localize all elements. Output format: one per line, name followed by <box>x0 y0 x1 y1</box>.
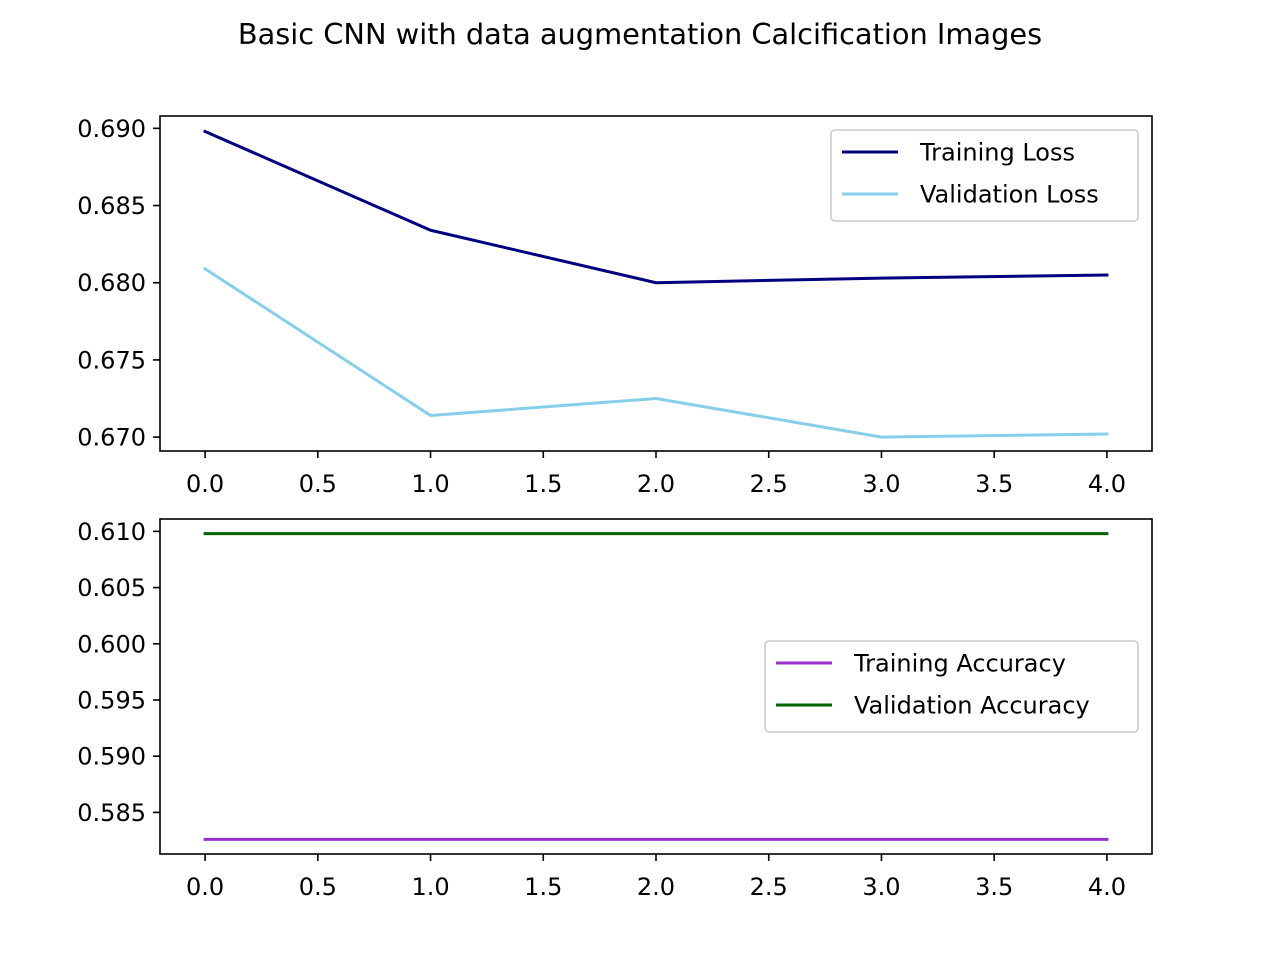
subplot-1: 0.0 0.5 1.0 1.5 2.0 2.5 3.0 3.5 4.0 0.670 0.675 0.6… <box>77 115 1153 498</box>
x-tick-label: 0.5 <box>299 470 337 498</box>
x-tick-label: 3.0 <box>862 470 900 498</box>
x-tick-label: 1.5 <box>524 873 562 901</box>
x-tick-label: 2.5 <box>750 470 788 498</box>
x-tick-label: 3.5 <box>975 470 1013 498</box>
x-tick-label: 0.0 <box>186 470 224 498</box>
y-tick-label: 0.680 <box>77 269 146 297</box>
y-tick-label: 0.690 <box>77 115 146 143</box>
legend-label: Training Accuracy <box>853 650 1066 678</box>
y-tick-label: 0.595 <box>77 686 146 714</box>
legend-label: Validation Accuracy <box>854 692 1090 720</box>
y-tick-label: 0.670 <box>77 424 146 452</box>
series-line-training-loss <box>203 129 1109 285</box>
y-tick-label: 0.590 <box>77 743 146 771</box>
chart-title: Basic CNN with data augmentation Calcifi… <box>238 17 1042 51</box>
x-tick-label: 3.0 <box>862 873 900 901</box>
series-line-validation-loss <box>203 266 1109 439</box>
subplot-2: 0.0 0.5 1.0 1.5 2.0 2.5 3.0 3.5 4.0 0.585 0.590 0.5… <box>77 518 1153 901</box>
y-tick-label: 0.675 <box>77 346 146 374</box>
legend: Training Loss Validation Loss <box>830 129 1139 222</box>
x-tick-label: 0.0 <box>186 873 224 901</box>
x-tick-label: 2.5 <box>750 873 788 901</box>
y-tick-label: 0.610 <box>77 518 146 546</box>
x-tick-label: 1.5 <box>524 470 562 498</box>
legend-box <box>830 129 1139 222</box>
x-tick-label: 3.5 <box>975 873 1013 901</box>
y-tick-label: 0.585 <box>77 799 146 827</box>
x-tick-label: 4.0 <box>1088 873 1126 901</box>
axes-layer: 0.0 0.5 1.0 1.5 2.0 2.5 3.0 3.5 4.0 0.670 0.675 0.6… <box>77 115 1153 901</box>
x-tick-label: 1.0 <box>411 470 449 498</box>
legend-label: Validation Loss <box>920 181 1099 209</box>
x-tick-label: 2.0 <box>637 470 675 498</box>
legend-box <box>764 640 1139 733</box>
y-tick-label: 0.600 <box>77 630 146 658</box>
y-tick-label: 0.685 <box>77 192 146 220</box>
x-tick-label: 2.0 <box>637 873 675 901</box>
y-tick-label: 0.605 <box>77 574 146 602</box>
legend: Training Accuracy Validation Accuracy <box>764 640 1139 733</box>
x-tick-label: 4.0 <box>1088 470 1126 498</box>
legend-label: Training Loss <box>919 139 1075 167</box>
x-tick-label: 0.5 <box>299 873 337 901</box>
x-tick-label: 1.0 <box>411 873 449 901</box>
